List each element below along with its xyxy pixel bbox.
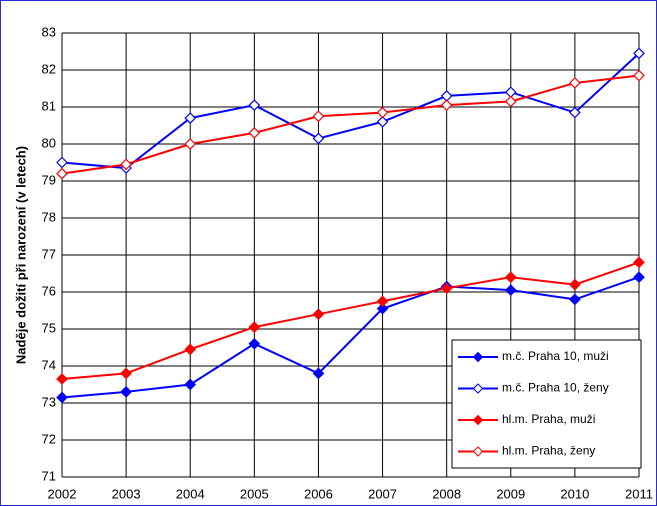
y-tick-label: 83 [42,24,56,39]
y-tick-label: 76 [42,283,56,298]
data-point [248,99,261,111]
data-point [248,127,261,139]
y-tick-label: 71 [42,468,56,483]
series-line [61,276,640,399]
data-point [248,337,261,350]
legend-label: hl.m. Praha, muži [502,412,595,426]
y-tick-label: 81 [42,98,56,113]
data-point [504,271,517,284]
data-point [376,295,389,308]
series-line [61,52,640,170]
data-point [312,308,325,321]
y-tick-label: 75 [42,320,56,335]
y-tick-label: 80 [42,135,56,150]
legend-label: m.č. Praha 10, ženy [502,381,609,395]
x-tick-label: 2011 [625,486,653,501]
data-point [56,391,68,404]
data-point [569,106,581,119]
data-point [248,321,261,333]
x-tick-label: 2006 [304,486,333,501]
legend-marker [472,383,484,394]
legend-marker [472,446,484,457]
data-point [56,373,68,385]
data-point [120,386,132,398]
series-line [61,74,640,175]
data-point [184,112,197,124]
data-point [56,156,68,169]
data-point [120,367,132,380]
y-tick-label: 82 [42,61,56,76]
legend: m.č. Praha 10, muži m.č. Praha 10, ženy hl… [451,339,642,469]
legend-label: m.č. Praha 10, muži [502,349,609,363]
series-line [61,261,640,380]
y-tick-label: 74 [42,357,56,372]
data-point [633,69,645,82]
data-point [120,158,132,171]
y-axis-label: Naděje dožití při narození (v letech) [13,146,28,364]
data-point [569,77,581,89]
x-tick-label: 2007 [368,486,397,501]
legend-label: hl.m. Praha, ženy [502,444,595,458]
data-point [633,47,645,60]
x-tick-label: 2003 [112,486,141,501]
data-point [504,95,517,108]
data-point [56,167,68,180]
data-point [440,282,453,295]
x-tick-label: 2009 [496,486,525,501]
data-point [633,271,645,284]
data-point [376,302,389,315]
x-tick-label: 2004 [176,486,205,501]
x-tick-label: 2005 [240,486,269,501]
data-point [504,284,517,296]
legend-marker [472,414,484,426]
data-point [376,115,389,128]
data-point [569,293,581,306]
legend-marker [472,351,484,363]
data-point [312,367,325,380]
y-tick-label: 72 [42,431,56,446]
data-point [184,343,197,356]
x-tick-label: 2008 [432,486,461,501]
data-point [376,106,389,119]
y-tick-label: 78 [42,209,56,224]
x-tick-label: 2010 [560,486,589,501]
data-point [440,99,453,111]
data-point [312,110,325,123]
data-point [569,278,581,291]
data-point [633,256,645,269]
data-point [184,138,197,150]
y-tick-label: 77 [42,246,56,261]
legend-box [451,339,642,469]
y-tick-label: 79 [42,172,56,187]
data-point [312,132,325,145]
data-point [184,378,197,391]
y-tick-label: 73 [42,394,56,409]
x-tick-label: 2002 [48,486,77,501]
